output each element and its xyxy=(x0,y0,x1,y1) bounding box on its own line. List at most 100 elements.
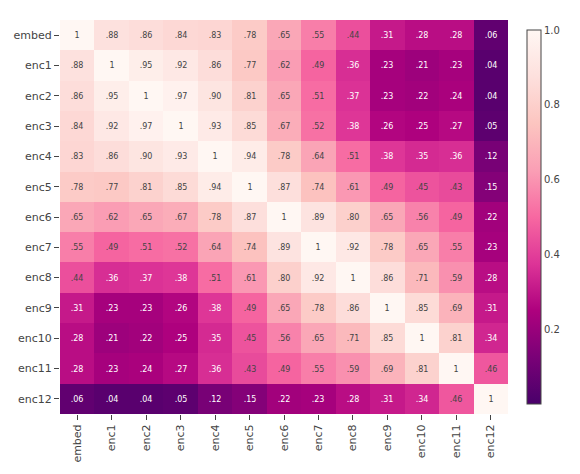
svg-text:.25: .25 xyxy=(175,334,188,343)
svg-text:.23: .23 xyxy=(106,365,119,374)
svg-text:.51: .51 xyxy=(140,243,153,252)
svg-text:1.0: 1.0 xyxy=(544,25,560,36)
svg-text:1: 1 xyxy=(178,122,183,131)
svg-text:.81: .81 xyxy=(416,365,429,374)
svg-text:.92: .92 xyxy=(312,274,325,283)
svg-text:.87: .87 xyxy=(244,213,257,222)
svg-text:enc11: enc11 xyxy=(450,424,463,458)
svg-text:.49: .49 xyxy=(312,61,325,70)
svg-text:.59: .59 xyxy=(450,274,463,283)
svg-text:0.8: 0.8 xyxy=(544,99,560,110)
svg-text:.81: .81 xyxy=(450,334,463,343)
svg-text:.49: .49 xyxy=(278,365,291,374)
svg-text:.49: .49 xyxy=(106,243,119,252)
svg-text:.51: .51 xyxy=(209,274,222,283)
svg-text:.94: .94 xyxy=(244,152,257,161)
svg-text:1: 1 xyxy=(212,152,217,161)
svg-text:.51: .51 xyxy=(347,152,360,161)
svg-text:embed: embed xyxy=(71,424,84,462)
svg-text:enc3: enc3 xyxy=(25,120,52,133)
svg-text:.90: .90 xyxy=(209,92,222,101)
svg-text:.86: .86 xyxy=(106,152,119,161)
svg-text:.51: .51 xyxy=(312,92,325,101)
svg-text:.97: .97 xyxy=(140,122,153,131)
svg-text:.05: .05 xyxy=(175,395,188,404)
svg-text:.34: .34 xyxy=(485,334,498,343)
svg-text:enc9: enc9 xyxy=(381,424,394,451)
svg-text:.23: .23 xyxy=(450,61,463,70)
svg-text:.55: .55 xyxy=(312,365,325,374)
svg-text:.23: .23 xyxy=(485,243,498,252)
svg-text:.35: .35 xyxy=(209,334,222,343)
svg-text:enc4: enc4 xyxy=(25,150,52,163)
svg-text:.77: .77 xyxy=(244,61,257,70)
svg-text:.04: .04 xyxy=(140,395,153,404)
svg-text:.04: .04 xyxy=(485,92,498,101)
svg-text:.83: .83 xyxy=(71,152,84,161)
svg-text:embed: embed xyxy=(14,29,52,42)
svg-text:.93: .93 xyxy=(175,152,188,161)
svg-text:.38: .38 xyxy=(381,152,394,161)
svg-text:enc7: enc7 xyxy=(312,424,325,451)
svg-text:.45: .45 xyxy=(244,334,257,343)
svg-text:.23: .23 xyxy=(381,61,394,70)
svg-text:.81: .81 xyxy=(140,183,153,192)
svg-text:.38: .38 xyxy=(347,122,360,131)
svg-text:.49: .49 xyxy=(450,213,463,222)
svg-text:.85: .85 xyxy=(381,334,394,343)
svg-text:.27: .27 xyxy=(450,122,463,131)
svg-text:.55: .55 xyxy=(450,243,463,252)
svg-text:.23: .23 xyxy=(312,395,325,404)
svg-text:.89: .89 xyxy=(278,243,291,252)
svg-text:.12: .12 xyxy=(485,152,498,161)
svg-text:.56: .56 xyxy=(278,334,291,343)
svg-text:.44: .44 xyxy=(347,31,360,40)
svg-text:.65: .65 xyxy=(71,213,84,222)
svg-text:.69: .69 xyxy=(450,304,463,313)
svg-text:.74: .74 xyxy=(244,243,257,252)
svg-text:.74: .74 xyxy=(312,183,325,192)
svg-text:.05: .05 xyxy=(485,122,498,131)
svg-text:.22: .22 xyxy=(140,334,153,343)
svg-text:1: 1 xyxy=(384,304,389,313)
svg-text:.85: .85 xyxy=(244,122,257,131)
svg-text:.92: .92 xyxy=(347,243,360,252)
svg-text:enc12: enc12 xyxy=(484,424,497,458)
svg-text:enc10: enc10 xyxy=(415,424,428,458)
svg-text:enc7: enc7 xyxy=(25,241,52,254)
svg-text:enc2: enc2 xyxy=(25,90,52,103)
svg-text:.80: .80 xyxy=(278,274,291,283)
svg-text:.78: .78 xyxy=(278,152,291,161)
svg-text:.61: .61 xyxy=(244,274,257,283)
svg-text:.59: .59 xyxy=(347,365,360,374)
svg-text:.36: .36 xyxy=(209,365,222,374)
svg-text:.87: .87 xyxy=(278,183,291,192)
svg-text:enc6: enc6 xyxy=(278,424,291,451)
svg-text:.28: .28 xyxy=(347,395,360,404)
svg-text:enc5: enc5 xyxy=(243,424,256,451)
svg-text:.37: .37 xyxy=(140,274,153,283)
svg-text:.94: .94 xyxy=(209,183,222,192)
svg-text:.90: .90 xyxy=(140,152,153,161)
svg-text:.24: .24 xyxy=(450,92,463,101)
svg-text:1: 1 xyxy=(488,395,493,404)
svg-text:1: 1 xyxy=(143,92,148,101)
svg-text:.86: .86 xyxy=(381,274,394,283)
svg-text:.83: .83 xyxy=(209,31,222,40)
svg-text:.93: .93 xyxy=(209,122,222,131)
svg-text:.80: .80 xyxy=(347,213,360,222)
svg-text:.65: .65 xyxy=(416,243,429,252)
svg-text:.65: .65 xyxy=(278,92,291,101)
svg-text:.36: .36 xyxy=(450,152,463,161)
svg-text:1: 1 xyxy=(74,31,79,40)
svg-text:.71: .71 xyxy=(347,334,360,343)
svg-text:.52: .52 xyxy=(312,122,325,131)
svg-text:enc12: enc12 xyxy=(18,393,52,406)
svg-text:.85: .85 xyxy=(416,304,429,313)
svg-text:.43: .43 xyxy=(450,183,463,192)
svg-text:enc1: enc1 xyxy=(105,424,118,451)
svg-text:.61: .61 xyxy=(347,183,360,192)
svg-text:.27: .27 xyxy=(175,365,188,374)
svg-text:.28: .28 xyxy=(450,31,463,40)
svg-text:.46: .46 xyxy=(450,395,463,404)
